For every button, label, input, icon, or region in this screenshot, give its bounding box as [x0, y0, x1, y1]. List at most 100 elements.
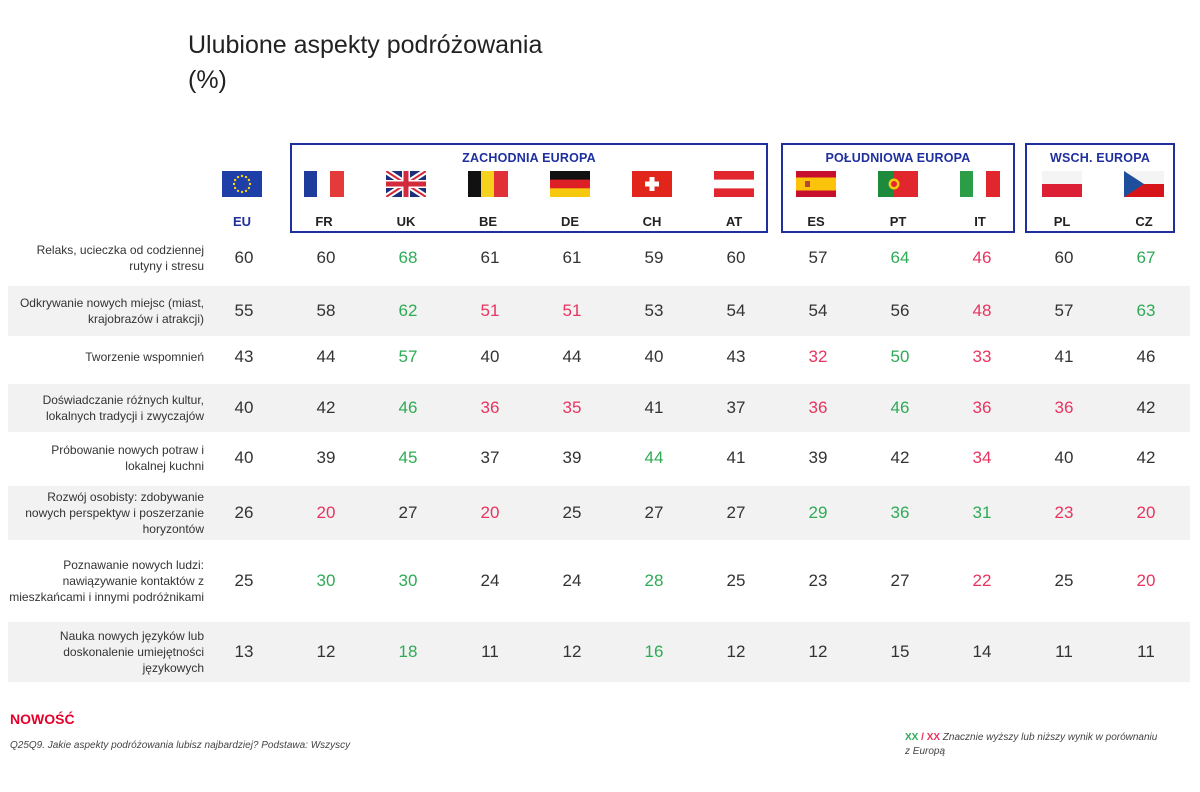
table-cell: 42 — [890, 448, 910, 467]
uk-flag-icon — [386, 171, 426, 197]
country-code-pt: PT — [889, 214, 907, 229]
row-band — [8, 486, 1190, 540]
table-cell: 27 — [726, 503, 746, 522]
country-code-pl: PL — [1053, 214, 1071, 229]
row-label: Tworzenie wspomnień — [85, 350, 204, 364]
group-label-western: ZACHODNIA EUROPA — [462, 151, 596, 165]
table-cell: 51 — [562, 301, 582, 320]
table-cell: 32 — [808, 347, 828, 366]
table-cell: 41 — [644, 398, 664, 417]
table-cell: 40 — [644, 347, 664, 366]
table-cell: 42 — [1136, 448, 1156, 467]
row-label: Doświadczanie różnych kultur, lokalnych … — [42, 393, 204, 423]
table-cell: 37 — [726, 398, 746, 417]
table-cell: 22 — [972, 571, 992, 590]
table-cell: 12 — [808, 642, 828, 661]
table-cell: 48 — [972, 301, 992, 320]
table-cell: 20 — [1136, 503, 1156, 522]
table-cell: 60 — [726, 248, 746, 267]
table-cell: 36 — [808, 398, 828, 417]
table-cell: 46 — [890, 398, 910, 417]
table-cell: 46 — [972, 248, 992, 267]
table-cell: 55 — [234, 301, 254, 320]
table-cell: 41 — [726, 448, 746, 467]
table-cell: 62 — [398, 301, 418, 320]
new-label: NOWOŚĆ — [10, 711, 75, 727]
table-cell: 40 — [480, 347, 500, 366]
table-cell: 57 — [1054, 301, 1074, 320]
country-code-cz: CZ — [1135, 214, 1153, 229]
poland-flag-icon — [1042, 171, 1082, 197]
country-code-ch: CH — [642, 214, 662, 229]
country-code-es: ES — [807, 214, 825, 229]
table-cell: 63 — [1136, 301, 1156, 320]
eu-flag-icon — [222, 171, 262, 197]
table-cell: 36 — [1054, 398, 1074, 417]
group-western-europe: ZACHODNIA EUROPA — [290, 143, 768, 233]
table-cell: 61 — [480, 248, 500, 267]
table-cell: 13 — [234, 642, 254, 661]
country-code-de: DE — [560, 214, 580, 229]
table-cell: 11 — [1137, 642, 1155, 661]
legend-up-marker: XX — [905, 732, 919, 743]
row-label: Relaks, ucieczka od codziennej rutyny i … — [36, 243, 204, 273]
table-cell: 42 — [316, 398, 336, 417]
table-cell: 20 — [1136, 571, 1156, 590]
legend-text: Znacznie wyższy lub niższy wynik w porów… — [905, 732, 1158, 757]
table-cell: 26 — [234, 503, 254, 522]
table-cell: 40 — [1054, 448, 1074, 467]
table-cell: 39 — [316, 448, 336, 467]
row-label: Rozwój osobisty: zdobywanie nowych persp… — [25, 490, 204, 536]
table-cell: 60 — [1054, 248, 1074, 267]
table-cell: 18 — [398, 642, 418, 661]
table-cell: 54 — [726, 301, 746, 320]
table-cell: 25 — [562, 503, 582, 522]
table-cell: 58 — [316, 301, 336, 320]
table-cell: 24 — [562, 571, 582, 590]
table-cell: 42 — [1136, 398, 1156, 417]
table-cell: 36 — [972, 398, 992, 417]
group-eastern-europe: WSCH. EUROPA — [1025, 143, 1175, 233]
row-band — [8, 622, 1190, 682]
table-cell: 27 — [644, 503, 664, 522]
table-cell: 12 — [562, 642, 582, 661]
table-cell: 36 — [480, 398, 500, 417]
table-cell: 57 — [398, 347, 418, 366]
table-cell: 68 — [398, 248, 418, 267]
table-cell: 28 — [644, 571, 664, 590]
table-cell: 36 — [890, 503, 910, 522]
row-label: Nauka nowych języków lub doskonalenie um… — [59, 629, 204, 675]
table-cell: 45 — [398, 448, 418, 467]
group-label-southern: POŁUDNIOWA EUROPA — [825, 151, 971, 165]
title-text: Ulubione aspekty podróżowania — [188, 31, 543, 59]
table-cell: 29 — [808, 503, 828, 522]
table-cell: 12 — [726, 642, 746, 661]
table-cell: 31 — [972, 503, 992, 522]
table-cell: 44 — [316, 347, 336, 366]
table-cell: 43 — [234, 347, 254, 366]
table-cell: 39 — [562, 448, 582, 467]
country-code-be: BE — [478, 214, 498, 229]
table-cell: 40 — [234, 398, 254, 417]
spain-flag-icon — [796, 171, 836, 197]
table-cell: 24 — [480, 571, 500, 590]
group-label-eastern: WSCH. EUROPA — [1049, 151, 1151, 165]
france-flag-icon — [304, 171, 344, 197]
legend-down-marker: XX — [926, 732, 941, 743]
austria-flag-icon — [714, 171, 754, 197]
table-cell: 39 — [808, 448, 828, 467]
table-cell: 14 — [972, 642, 992, 661]
country-code-at: AT — [725, 214, 743, 229]
table-cell: 23 — [1054, 503, 1074, 522]
table-cell: 30 — [398, 571, 418, 590]
table-cell: 44 — [562, 347, 582, 366]
table-cell: 44 — [644, 448, 664, 467]
row-label: Poznawanie nowych ludzi: nawiązywanie ko… — [9, 558, 204, 604]
czech-flag-icon — [1124, 171, 1164, 197]
table-cell: 46 — [398, 398, 418, 417]
belgium-flag-icon — [468, 171, 508, 197]
table-cell: 56 — [890, 301, 910, 320]
table-cell: 57 — [808, 248, 828, 267]
table-cell: 43 — [726, 347, 746, 366]
portugal-flag-icon — [878, 171, 918, 197]
